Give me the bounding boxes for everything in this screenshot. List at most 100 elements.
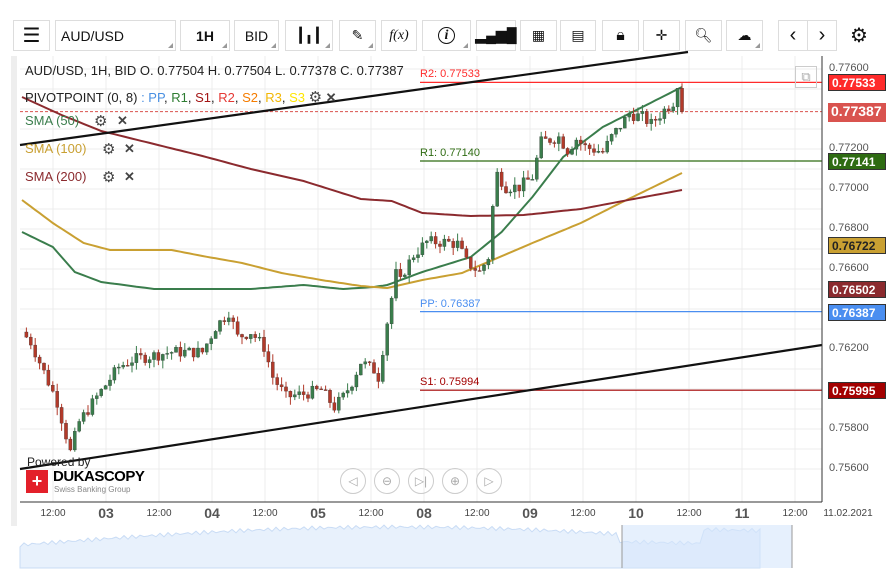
candle <box>55 391 59 408</box>
candle <box>297 391 301 395</box>
candle <box>403 274 407 277</box>
candle <box>187 347 191 351</box>
candle <box>288 390 293 398</box>
candle <box>385 323 389 356</box>
candle <box>570 148 574 155</box>
pivot-settings-gear-icon[interactable]: ⚙ <box>308 89 323 106</box>
sma-settings-gear-icon[interactable]: ⚙ <box>102 141 116 158</box>
candle <box>376 373 381 382</box>
pivot-price-tag: 0.75995 <box>828 382 886 400</box>
menu-button[interactable]: ☰ <box>13 20 50 51</box>
candle <box>191 347 196 358</box>
candle <box>249 334 253 339</box>
sma-settings-gear-icon[interactable]: ⚙ <box>102 169 116 186</box>
candle <box>513 184 517 193</box>
x-axis-tick: 09 <box>522 505 538 521</box>
candle <box>279 384 284 388</box>
candle <box>29 336 33 346</box>
symbol-select[interactable]: AUD/USD <box>55 20 176 51</box>
lock-button[interactable]: 🔒︎ <box>602 20 639 51</box>
triangle-left-icon: ◁ <box>348 474 358 488</box>
candle <box>363 361 367 365</box>
candle <box>253 334 257 338</box>
timeframe-select[interactable]: 1H <box>180 20 230 51</box>
candle <box>262 336 266 352</box>
sma-close-icon[interactable]: ✕ <box>117 113 128 128</box>
x-axis-tick: 11 <box>734 505 750 521</box>
candle <box>103 385 108 390</box>
sma200-line[interactable] <box>21 96 683 218</box>
indicators-button[interactable]: f(x) <box>381 20 417 51</box>
candle <box>81 412 86 422</box>
side-select[interactable]: BID <box>234 20 279 51</box>
sma-close-icon[interactable]: ✕ <box>124 169 135 184</box>
symbol-value: AUD/USD <box>61 27 125 44</box>
candle <box>653 118 658 121</box>
sma-legend-label: SMA (200) <box>25 169 87 184</box>
x-axis-tick: 11.02.2021 <box>823 508 873 519</box>
settings-button[interactable]: ⚙ <box>842 20 876 51</box>
go-latest-button[interactable]: ▷| <box>408 468 434 494</box>
popout-icon: ⧉ <box>801 69 811 84</box>
crosshair-button[interactable]: ✛ <box>643 20 680 51</box>
nav-prev-button[interactable]: ◁ <box>340 468 366 494</box>
candle <box>565 148 570 155</box>
layout-button[interactable]: ▤ <box>560 20 596 51</box>
candle <box>605 140 609 153</box>
candle <box>438 243 442 247</box>
popout-button[interactable]: ⧉ <box>795 66 817 88</box>
candle <box>165 353 169 355</box>
candle <box>169 352 174 354</box>
candle <box>231 317 235 322</box>
navigator-window[interactable] <box>622 525 792 568</box>
gear-icon: ⚙ <box>850 25 868 47</box>
candle <box>275 377 279 385</box>
candle <box>121 365 125 368</box>
candle <box>46 369 51 386</box>
volume-button[interactable]: ▂▄▆█ <box>475 20 517 51</box>
lower-trendline[interactable] <box>19 343 823 471</box>
scroll-right-button[interactable]: › <box>807 20 837 51</box>
info-button[interactable]: i <box>422 20 471 51</box>
x-axis-tick: 12:00 <box>358 508 384 519</box>
draw-button[interactable]: ✎ <box>339 20 376 51</box>
candle <box>548 138 552 143</box>
brand-name: DUKASCOPY <box>53 468 145 485</box>
candle <box>42 362 46 371</box>
sma-settings-gear-icon[interactable]: ⚙ <box>94 113 108 130</box>
nav-next-button[interactable]: ▷ <box>476 468 502 494</box>
candle <box>205 343 209 353</box>
pivot-close-icon[interactable]: ✕ <box>325 90 337 105</box>
cloud-upload-icon: ☁ <box>737 27 752 43</box>
candle <box>372 362 376 374</box>
left-edge-scrollbar[interactable] <box>11 56 17 526</box>
pivot-name: PIVOTPOINT (0, 8) <box>25 90 138 105</box>
candle <box>112 367 117 381</box>
y-axis-tick: 0.77600 <box>829 62 869 74</box>
candle <box>161 354 165 361</box>
candle <box>328 390 332 403</box>
candle <box>561 136 565 149</box>
side-value: BID <box>244 27 269 44</box>
candle <box>517 184 521 192</box>
upload-button[interactable]: ☁ <box>726 20 763 51</box>
zoom-in-button[interactable]: ⊕ <box>442 468 468 494</box>
x-axis-tick: 05 <box>310 505 326 521</box>
upper-trendline[interactable] <box>19 50 689 147</box>
calendar-button[interactable]: ▦ <box>520 20 557 51</box>
candle <box>623 116 627 129</box>
zoom-button[interactable]: 🔍︎ <box>685 20 722 51</box>
sma100-line[interactable] <box>21 172 683 290</box>
zoom-in-icon: ⊕ <box>449 474 461 488</box>
candle <box>51 385 55 392</box>
sma-legend-label: SMA (100) <box>25 141 87 156</box>
candle <box>451 241 455 248</box>
chart-type-button[interactable]: ┃╻┃ <box>285 20 333 51</box>
dukascopy-logo-icon: + <box>26 470 48 493</box>
candle <box>491 206 495 260</box>
sma-close-icon[interactable]: ✕ <box>124 141 135 156</box>
zoom-out-button[interactable]: ⊖ <box>374 468 400 494</box>
candle <box>130 362 134 366</box>
candle <box>574 139 579 150</box>
